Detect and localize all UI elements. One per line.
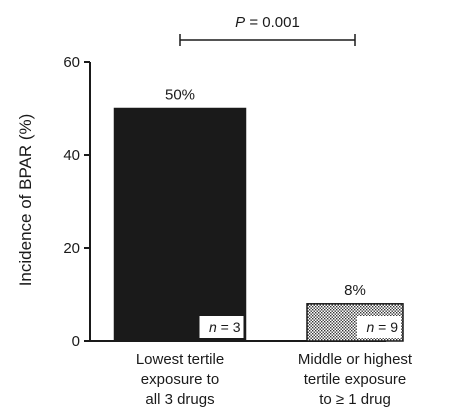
category-label-1: Lowest tertile exposure to all 3 drugs (136, 351, 224, 408)
category-labels: Lowest tertile exposure to all 3 drugs Midd… (136, 351, 413, 408)
n-label-2: n = 9 (366, 319, 398, 335)
data-label-1: 50% (165, 87, 195, 104)
category-label-2: Middle or highest tertile exposure to ≥ 1 … (298, 351, 413, 408)
y-tick-label: 40 (63, 147, 80, 164)
p-value-label: P = 0.001 (235, 14, 300, 31)
n-label-box (199, 316, 244, 338)
bar-1 (113, 107, 247, 342)
y-tick-label: 0 (72, 333, 80, 350)
bars: 50% n = 3 8% n = 9 (113, 87, 404, 342)
y-tick-label: 20 (63, 240, 80, 257)
significance-bracket: P = 0.001 (179, 14, 356, 46)
n-label-box (357, 316, 401, 338)
y-tick-label: 60 (63, 54, 80, 71)
n-label-1: n = 3 (209, 319, 241, 335)
y-axis-title: Incidence of BPAR (%) (16, 114, 35, 287)
data-label-2: 8% (344, 282, 366, 299)
